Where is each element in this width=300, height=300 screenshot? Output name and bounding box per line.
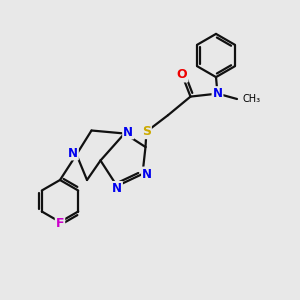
Text: N: N xyxy=(212,87,223,100)
Text: N: N xyxy=(112,182,122,195)
Text: CH₃: CH₃ xyxy=(242,94,260,104)
Text: S: S xyxy=(142,125,151,138)
Text: N: N xyxy=(123,125,133,139)
Text: N: N xyxy=(68,146,78,160)
Text: O: O xyxy=(177,68,188,82)
Text: N: N xyxy=(142,167,152,181)
Text: F: F xyxy=(56,217,64,230)
